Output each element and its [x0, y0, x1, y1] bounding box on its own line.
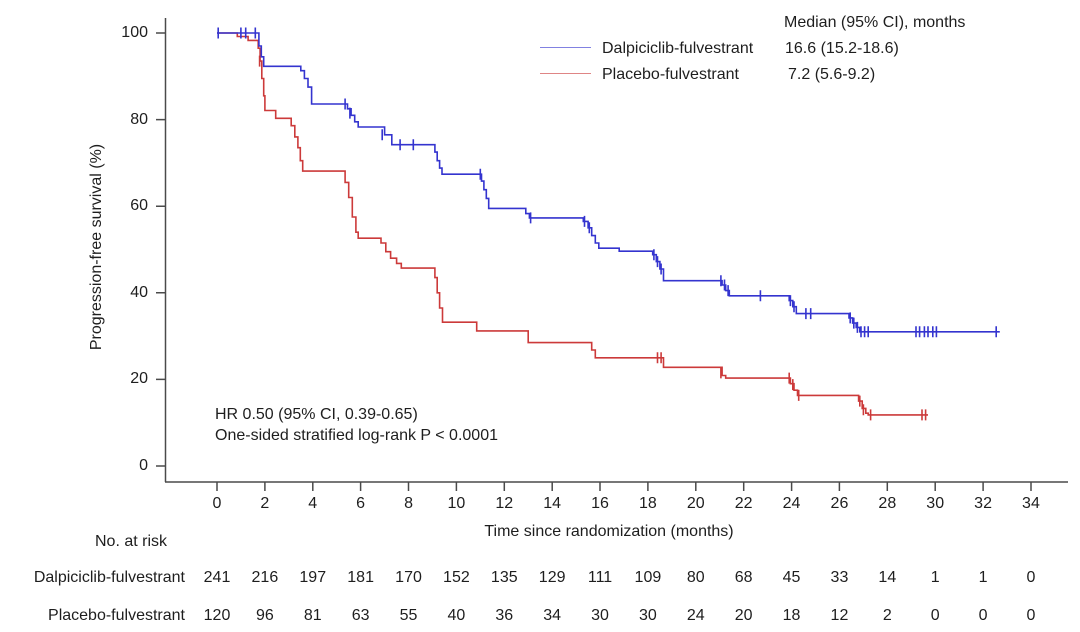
risk-count: 2 — [882, 607, 892, 624]
risk-count: 120 — [203, 607, 231, 624]
x-tick-label: 2 — [260, 495, 270, 512]
placebo-survival-curve — [217, 32, 928, 416]
x-tick-label: 26 — [830, 495, 849, 512]
legend-label-dalpiciclib: Dalpiciclib-fulvestrant — [602, 40, 754, 57]
legend-label-placebo: Placebo-fulvestrant — [602, 66, 739, 83]
risk-table-title: No. at risk — [95, 533, 168, 550]
risk-count: 80 — [686, 569, 705, 586]
x-tick-label: 32 — [974, 495, 992, 512]
risk-count: 24 — [686, 607, 705, 624]
dalpiciclib-survival-curve — [217, 32, 1000, 333]
risk-count: 96 — [255, 607, 274, 624]
y-axis-title: Progression-free survival (%) — [88, 143, 105, 351]
risk-count: 135 — [490, 569, 518, 586]
hr-annotation: HR 0.50 (95% CI, 0.39-0.65) — [215, 406, 418, 423]
y-tick-label: 40 — [130, 283, 148, 301]
risk-row-label-dalpiciclib: Dalpiciclib-fulvestrant — [33, 569, 185, 586]
risk-row-label-placebo: Placebo-fulvestrant — [48, 607, 185, 624]
y-tick-label: 60 — [130, 197, 148, 215]
risk-count: 170 — [395, 569, 422, 586]
risk-count: 45 — [782, 569, 801, 586]
risk-count: 34 — [543, 607, 562, 624]
risk-count: 0 — [978, 607, 988, 624]
x-tick-label: 10 — [447, 495, 466, 512]
y-tick-label: 20 — [130, 370, 148, 388]
x-tick-label: 6 — [356, 495, 366, 512]
risk-count: 81 — [303, 607, 322, 624]
risk-count: 241 — [203, 569, 231, 586]
risk-count: 216 — [251, 569, 279, 586]
x-tick-label: 8 — [404, 495, 413, 512]
risk-count: 12 — [830, 607, 849, 624]
x-tick-label: 20 — [686, 495, 705, 512]
legend-median-dalpiciclib: 16.6 (15.2-18.6) — [785, 40, 899, 57]
placebo-censor-marks — [258, 55, 927, 421]
legend-line-dalpiciclib — [540, 47, 591, 48]
risk-count: 40 — [447, 607, 466, 624]
x-tick-label: 34 — [1022, 495, 1040, 512]
x-tick-label: 4 — [308, 495, 318, 512]
risk-count: 18 — [782, 607, 801, 624]
pvalue-annotation: One-sided stratified log-rank P < 0.0001 — [215, 427, 498, 444]
x-tick-label: 22 — [734, 495, 753, 512]
risk-count: 1 — [978, 569, 988, 586]
risk-count: 0 — [1026, 569, 1036, 586]
risk-count: 109 — [634, 569, 662, 586]
risk-count: 181 — [347, 569, 374, 586]
risk-count: 20 — [734, 607, 753, 624]
risk-count: 1 — [930, 569, 940, 586]
risk-count: 129 — [538, 569, 566, 586]
x-tick-label: 30 — [926, 495, 945, 512]
dalpiciclib-censor-marks — [217, 27, 997, 338]
risk-count: 30 — [591, 607, 609, 624]
risk-count: 14 — [878, 569, 897, 586]
risk-count: 152 — [443, 569, 470, 586]
risk-count: 36 — [495, 607, 514, 624]
y-tick-label: 0 — [139, 457, 148, 474]
risk-count: 63 — [351, 607, 370, 624]
x-tick-label: 12 — [495, 495, 514, 512]
legend-median-header: Median (95% CI), months — [784, 14, 966, 31]
x-tick-label: 28 — [878, 495, 897, 512]
y-tick-label: 100 — [121, 24, 148, 41]
y-axis-ticks — [156, 32, 166, 467]
legend-line-placebo — [540, 73, 591, 74]
legend-median-placebo: 7.2 (5.6-9.2) — [788, 66, 876, 83]
x-tick-label: 0 — [212, 495, 222, 512]
risk-count: 55 — [399, 607, 418, 624]
risk-count: 0 — [1026, 607, 1036, 624]
x-tick-label: 16 — [591, 495, 609, 512]
x-axis-ticks — [216, 482, 1032, 491]
risk-count: 0 — [930, 607, 940, 624]
risk-count: 68 — [734, 569, 753, 586]
y-tick-label: 80 — [130, 110, 148, 128]
risk-count: 30 — [639, 607, 657, 624]
risk-count: 33 — [830, 569, 849, 586]
x-axis-title: Time since randomization (months) — [484, 523, 734, 540]
risk-count: 197 — [299, 569, 327, 586]
x-tick-label: 18 — [639, 495, 657, 512]
x-tick-label: 14 — [543, 495, 562, 512]
risk-count: 111 — [587, 569, 613, 586]
x-tick-label: 24 — [782, 495, 801, 512]
